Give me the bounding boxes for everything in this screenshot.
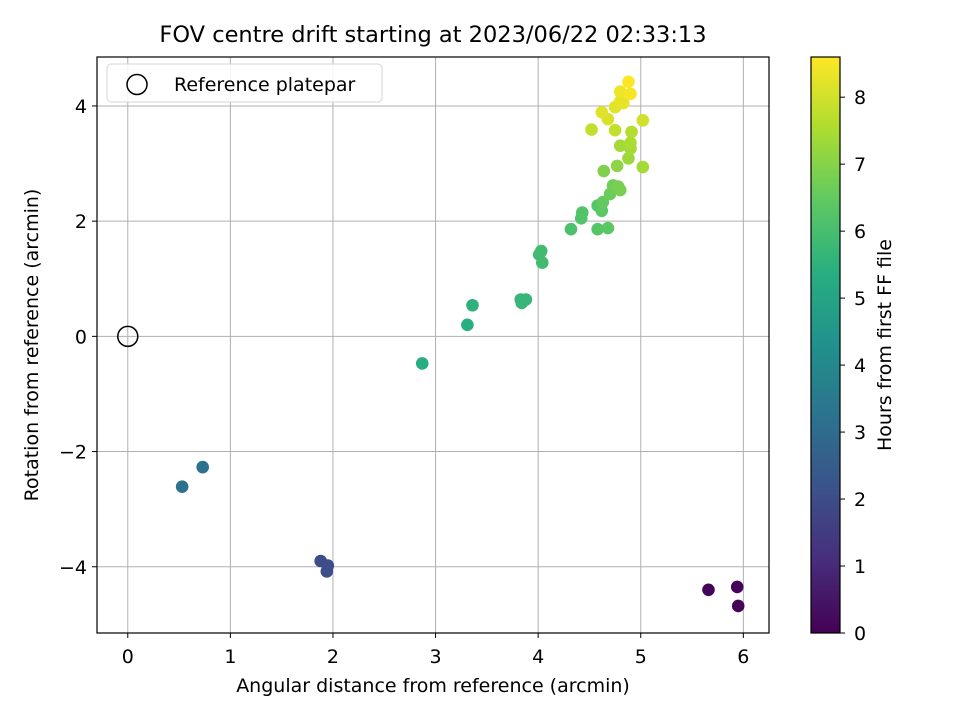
x-tick-label: 3 <box>430 646 442 668</box>
colorbar-label: Hours from first FF file <box>874 239 896 451</box>
data-point <box>466 298 479 312</box>
data-point <box>461 318 474 332</box>
data-point <box>613 183 627 197</box>
data-point <box>196 460 209 474</box>
legend-entry-reference: Reference platepar <box>174 74 356 96</box>
data-point <box>636 160 650 174</box>
chart-title: FOV centre drift starting at 2023/06/22 … <box>159 22 706 48</box>
data-point <box>320 565 334 578</box>
y-axis-label: Rotation from reference (arcmin) <box>21 189 43 502</box>
x-tick-label: 2 <box>327 646 339 668</box>
x-tick-label: 1 <box>224 646 236 668</box>
colorbar-tick-label: 4 <box>854 355 866 377</box>
colorbar <box>810 56 841 634</box>
data-point <box>519 293 533 306</box>
legend: Reference platepar <box>106 63 383 103</box>
x-tick-label: 0 <box>122 646 134 668</box>
data-point <box>625 125 638 139</box>
data-point <box>415 357 429 370</box>
data-point <box>624 136 637 150</box>
data-point <box>591 222 604 236</box>
data-point <box>575 206 589 219</box>
colorbar-tick-label: 1 <box>854 556 866 578</box>
data-point <box>622 152 635 165</box>
x-axis-label: Angular distance from reference (arcmin) <box>236 675 630 697</box>
reference-platepar-marker <box>117 325 139 348</box>
y-tick-label: 4 <box>75 96 87 118</box>
data-point <box>624 87 637 101</box>
x-tick-label: 6 <box>737 646 749 668</box>
data-point <box>585 123 598 136</box>
data-point <box>617 96 630 110</box>
y-tick-label: −2 <box>59 442 87 464</box>
colorbar-tick-label: 0 <box>854 623 866 645</box>
x-axis-ticks: 0 1 2 3 4 5 6 <box>122 633 749 668</box>
colorbar-tick-label: 2 <box>854 489 866 511</box>
y-tick-label: −4 <box>59 557 87 579</box>
data-point <box>622 75 635 89</box>
x-tick-label: 4 <box>532 646 544 668</box>
x-tick-label: 5 <box>635 646 647 668</box>
colorbar-tick-label: 8 <box>854 87 866 109</box>
y-tick-label: 0 <box>75 326 87 348</box>
data-point <box>535 256 549 269</box>
data-point <box>610 159 624 173</box>
colorbar-ticks: 0 1 2 3 4 5 6 7 8 <box>840 87 866 645</box>
grid <box>97 57 769 633</box>
data-point <box>731 599 745 613</box>
colorbar-tick-label: 6 <box>854 221 866 243</box>
data-point <box>613 139 627 153</box>
data-point <box>730 580 744 594</box>
data-point <box>636 114 650 127</box>
data-point <box>702 583 715 597</box>
data-point <box>597 164 611 178</box>
data-point <box>564 222 578 236</box>
data-point <box>601 221 615 235</box>
plot-frame <box>96 56 770 634</box>
colorbar-tick-label: 3 <box>854 422 866 444</box>
y-axis-ticks: −4 −2 0 2 4 <box>59 96 97 579</box>
data-point <box>175 480 189 493</box>
y-tick-label: 2 <box>75 211 87 233</box>
colorbar-tick-label: 5 <box>854 288 866 310</box>
data-point <box>613 85 627 98</box>
legend-marker-icon <box>126 73 148 96</box>
data-point <box>534 244 548 258</box>
legend-box <box>106 63 383 103</box>
data-point <box>608 123 622 137</box>
data-points <box>175 75 745 613</box>
colorbar-tick-label: 7 <box>854 154 866 176</box>
data-point <box>595 105 609 119</box>
data-point <box>596 195 610 209</box>
